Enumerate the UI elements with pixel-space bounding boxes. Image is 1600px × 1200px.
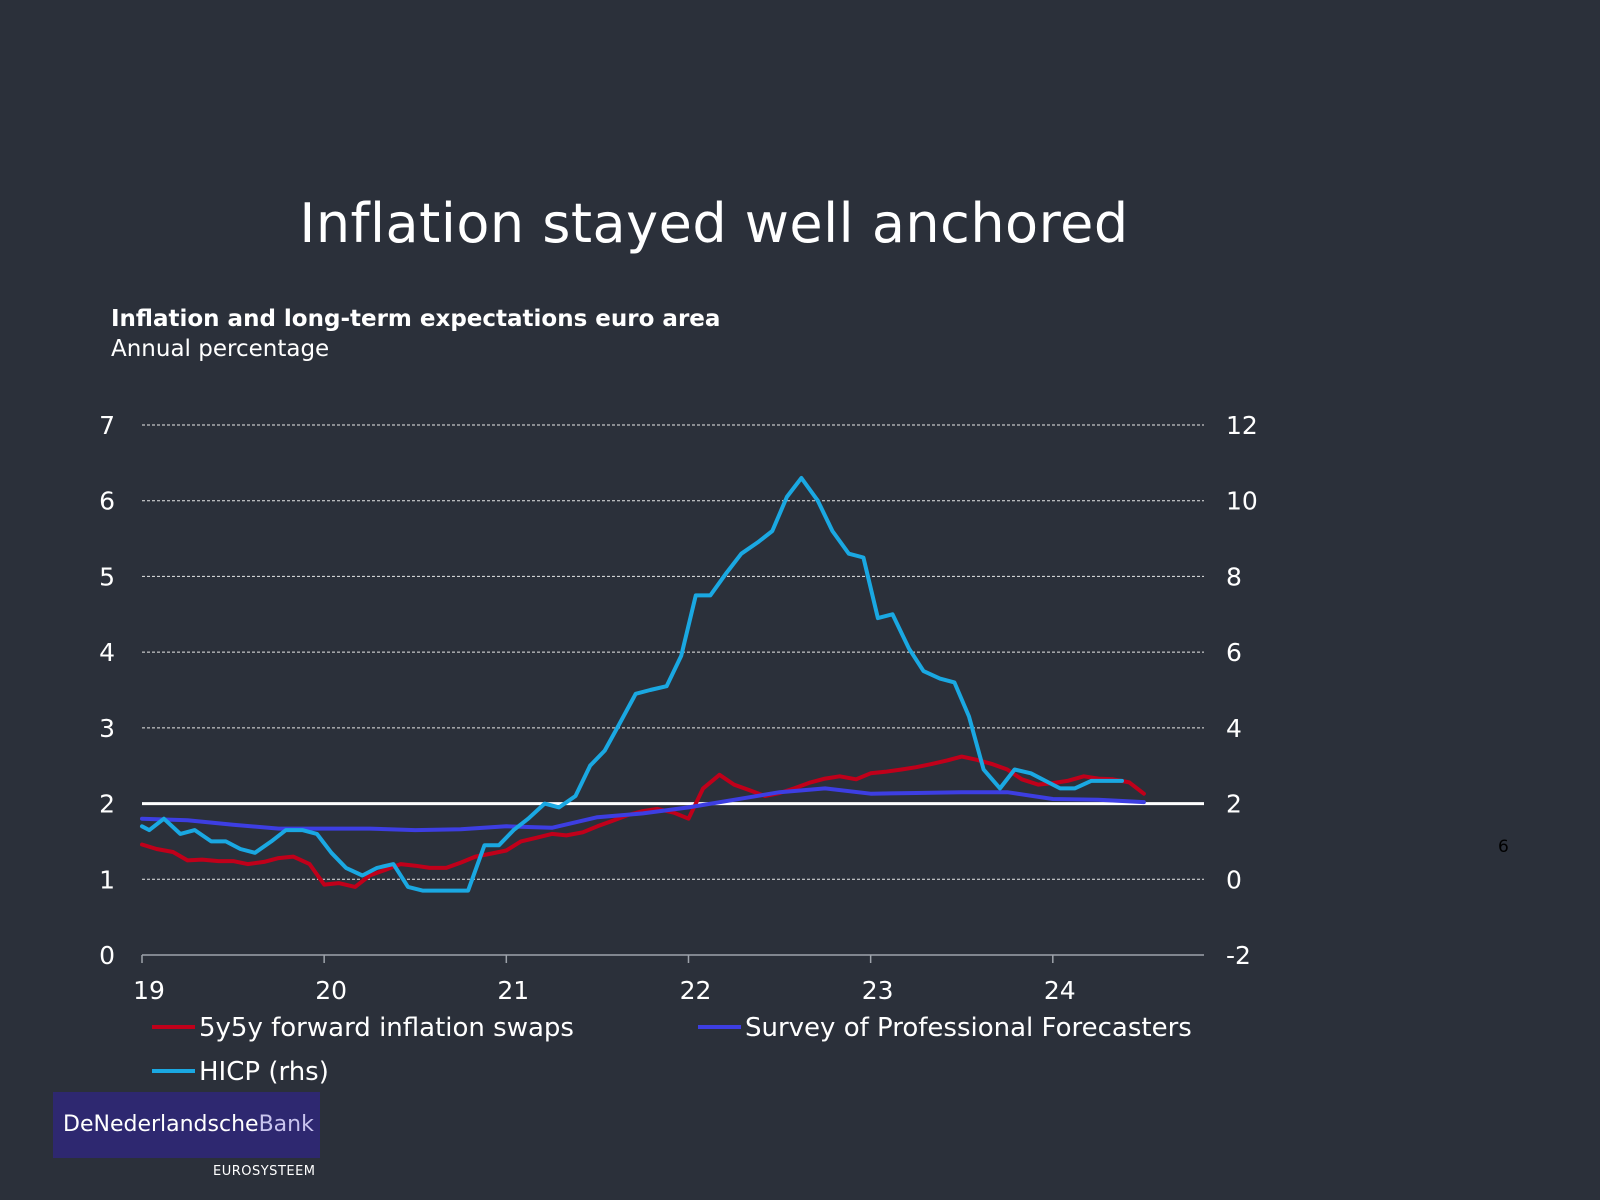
series-lines [140, 476, 1146, 893]
y-right-tick-label: 4 [1226, 714, 1242, 743]
x-tick-label: 24 [1044, 976, 1076, 1005]
logo-wordmark: DeNederlandscheBank [63, 1112, 314, 1137]
logo-subtitle: EUROSYSTEEM [213, 1164, 316, 1179]
legend: 5y5y forward inflation swaps Survey of Pr… [152, 1013, 1192, 1087]
y-left-tick-label: 3 [99, 714, 115, 743]
series-line-5y5y-forward-inflation-swaps [140, 754, 1146, 889]
slide-title: Inflation stayed well anchored [299, 192, 1129, 255]
y-left-tick-label: 5 [99, 562, 115, 591]
chart-subtitle: Annual percentage [111, 336, 330, 362]
x-tick-label: 21 [497, 976, 529, 1005]
x-tick-label: 20 [315, 976, 347, 1005]
legend-label: 5y5y forward inflation swaps [199, 1013, 574, 1043]
legend-label: HICP (rhs) [199, 1057, 329, 1087]
series-line-survey-of-professional-forecasters [140, 786, 1146, 833]
y-left-tick-label: 7 [99, 411, 115, 440]
x-tick-label: 19 [133, 976, 165, 1005]
y-right-tick-label: 0 [1226, 865, 1242, 894]
y-right-tick-label: 8 [1226, 562, 1242, 591]
page-number: 6 [1498, 837, 1509, 857]
x-tick-label: 22 [680, 976, 712, 1005]
logo-word-bank: Bank [258, 1112, 314, 1137]
y-left-tick-label: 1 [99, 865, 115, 894]
y-right-tick-label: -2 [1226, 941, 1251, 970]
logo-word-nederlandsche: Nederlandsche [93, 1112, 259, 1137]
dnb-logo: DeNederlandscheBank [53, 1092, 320, 1158]
y-left-tick-label: 6 [99, 487, 115, 516]
legend-label: Survey of Professional Forecasters [745, 1013, 1192, 1043]
y-right-tick-label: 6 [1226, 638, 1242, 667]
y-right-tick-label: 10 [1226, 487, 1258, 516]
series-line-hicp-rhs [140, 476, 1124, 893]
y-right-tick-label: 2 [1226, 790, 1242, 819]
y-left-tick-label: 2 [99, 790, 115, 819]
chart-title: Inflation and long-term expectations eur… [111, 306, 721, 332]
logo-word-de: De [63, 1112, 94, 1137]
y-left-tick-label: 4 [99, 638, 115, 667]
y-right-tick-label: 12 [1226, 411, 1258, 440]
x-tick-label: 23 [862, 976, 894, 1005]
y-left-tick-label: 0 [99, 941, 115, 970]
